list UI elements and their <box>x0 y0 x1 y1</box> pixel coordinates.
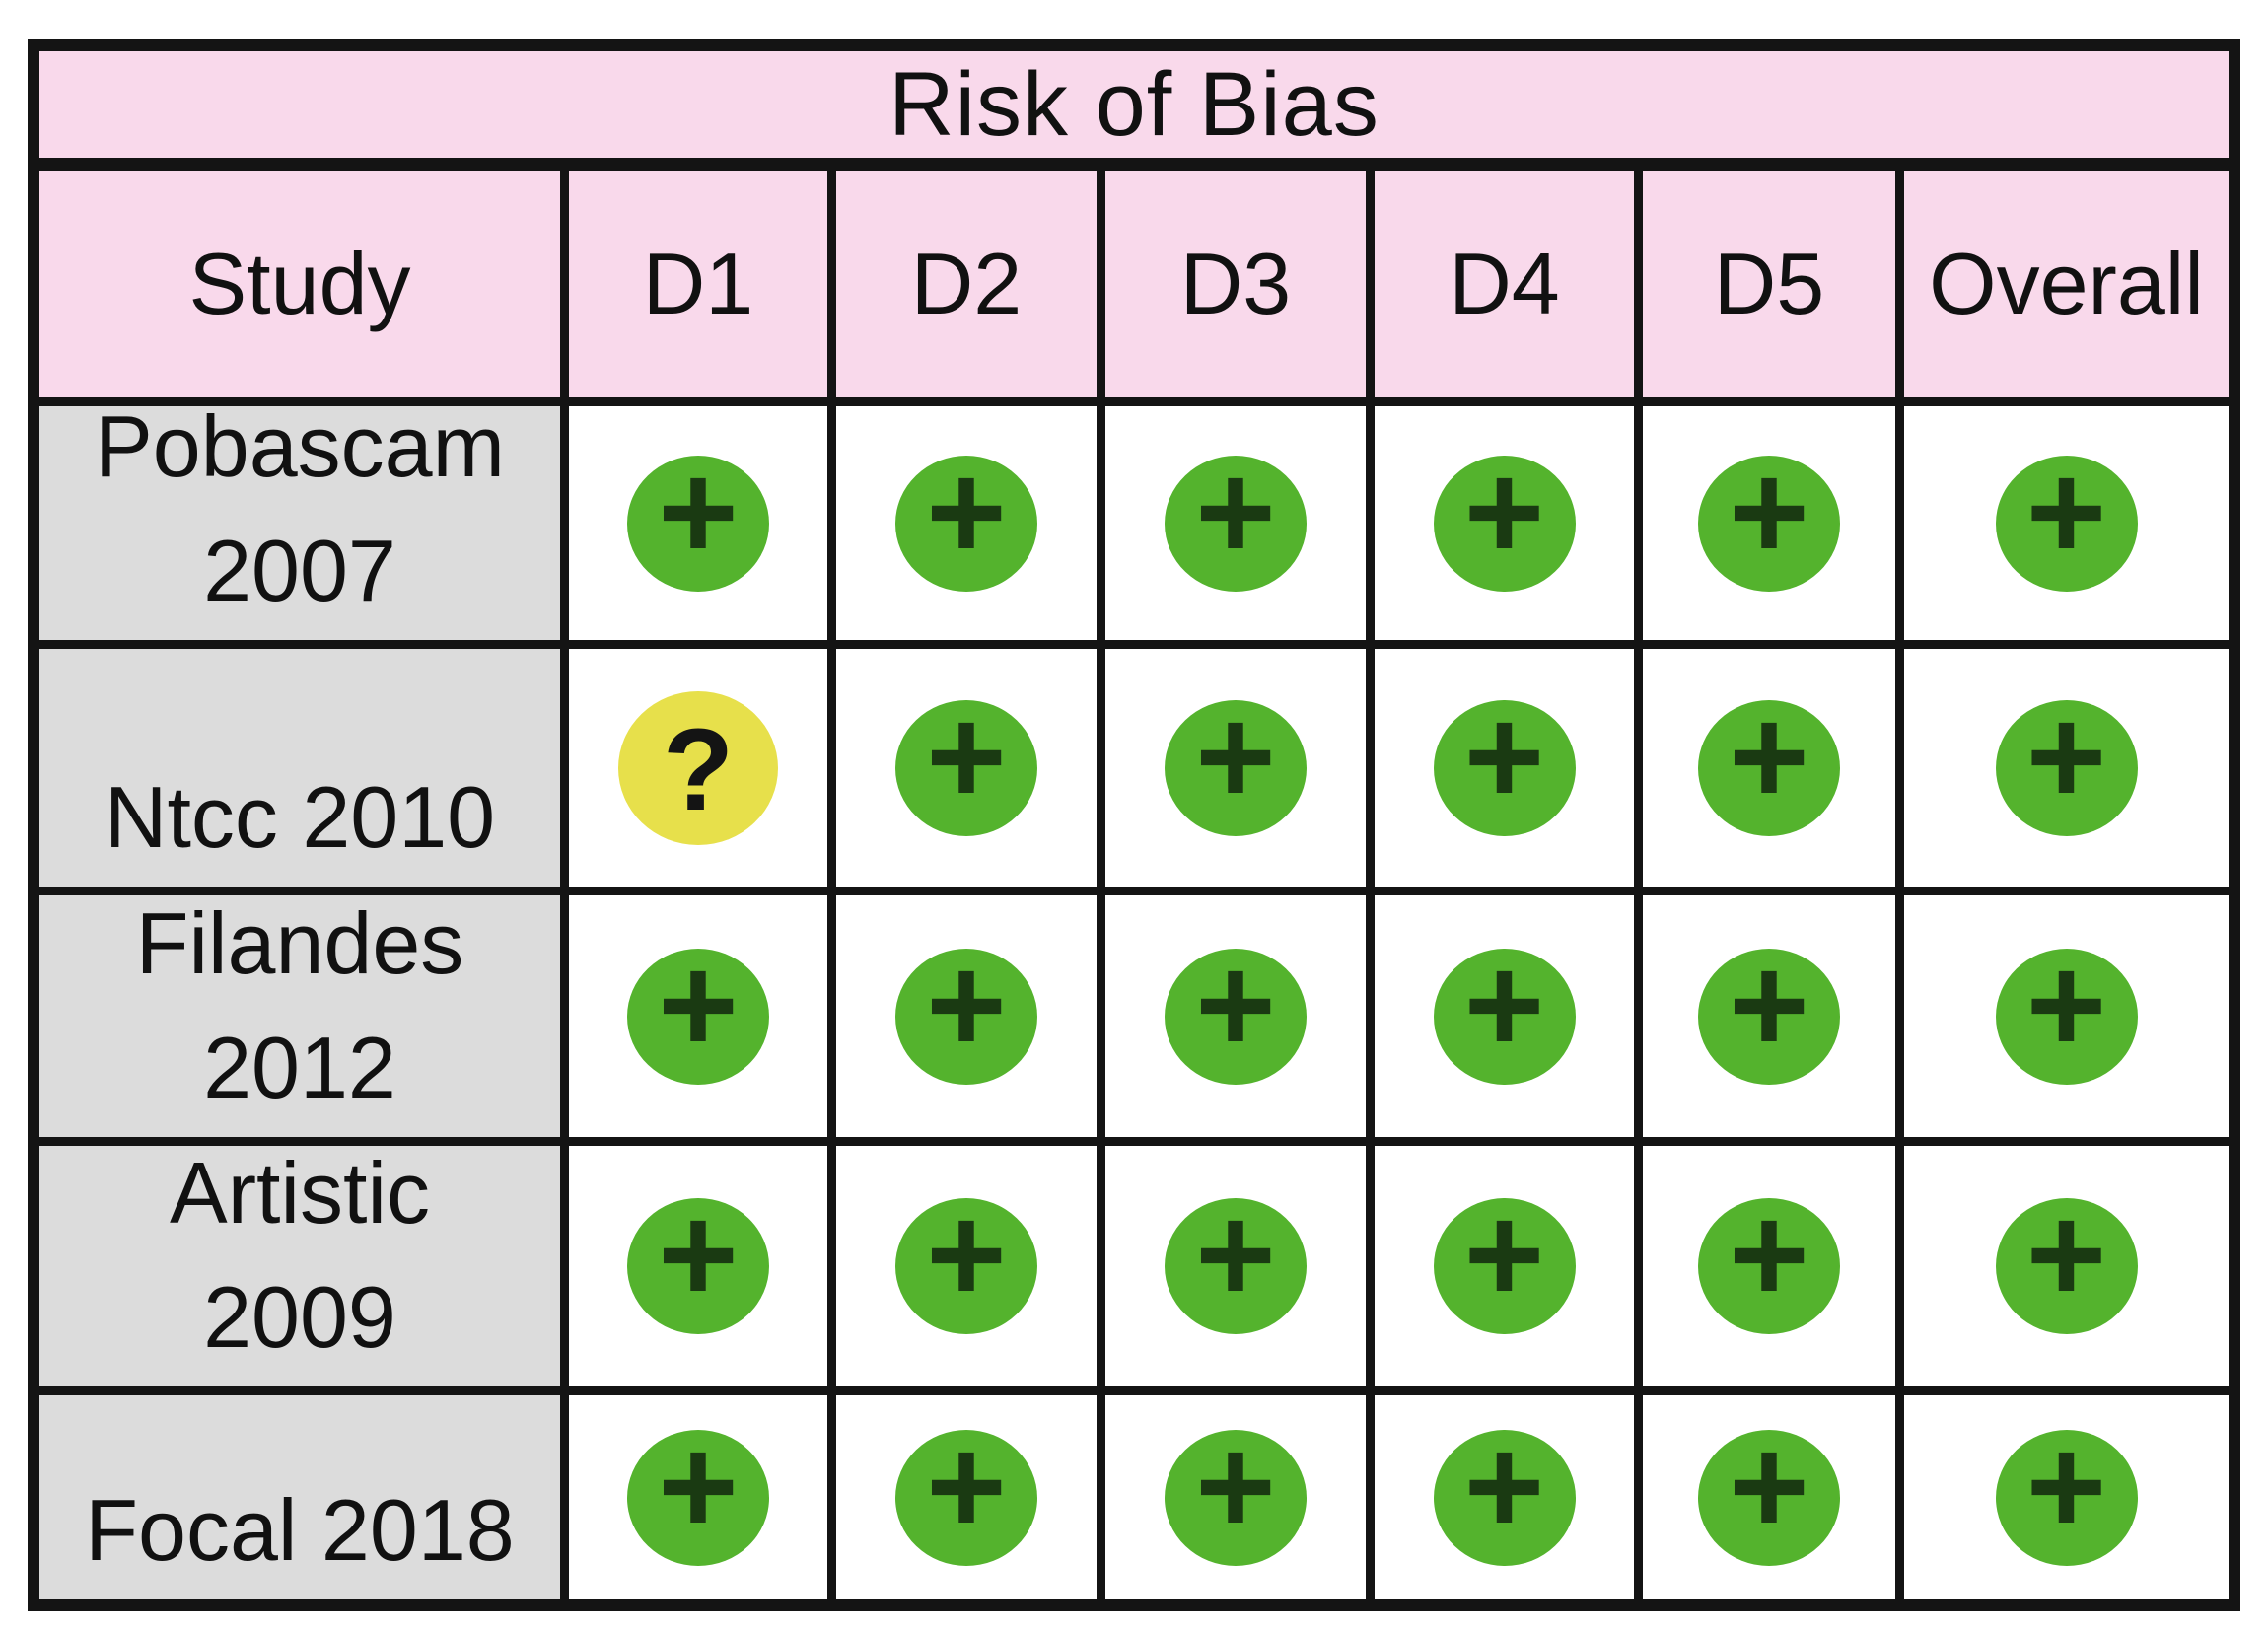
plus-icon: + <box>1995 442 2138 592</box>
judgment-cell: + <box>1904 895 2229 1137</box>
plus-icon: + <box>1165 1416 1307 1566</box>
study-name-cell: Artistic 2009 <box>39 1144 560 1386</box>
judgment-cell: + <box>1643 649 1895 887</box>
plus-icon: + <box>1433 1185 1576 1334</box>
judgment-cell: + <box>1375 1146 1634 1386</box>
judgment-cell: + <box>1375 1395 1634 1599</box>
question-mark-icon: ? <box>618 690 778 845</box>
judgment-cell: + <box>1375 406 1634 640</box>
study-name-line: Ntcc 2010 <box>104 768 496 867</box>
table-title: Risk of Bias <box>39 51 2229 162</box>
plus-icon: + <box>627 1185 769 1334</box>
judgment-cell: + <box>1643 1395 1895 1599</box>
study-name-line: Focal 2018 <box>85 1481 515 1580</box>
judgment-cell: + <box>569 895 827 1137</box>
plus-icon: + <box>1995 1185 2138 1334</box>
column-header-d1: D1 <box>569 171 827 397</box>
judgment-cell: + <box>836 649 1097 887</box>
judgment-cell: + <box>1904 649 2229 887</box>
judgment-cell: + <box>836 1395 1097 1599</box>
judgment-cell: + <box>1904 1146 2229 1386</box>
judgment-cell: + <box>1105 406 1366 640</box>
column-header-d2: D2 <box>836 171 1097 397</box>
judgment-cell: + <box>1643 895 1895 1137</box>
judgment-cell: + <box>1643 1146 1895 1386</box>
plus-icon: + <box>1698 686 1840 836</box>
judgment-cell: + <box>1105 649 1366 887</box>
column-header-overall: Overall <box>1904 171 2229 397</box>
plus-icon: + <box>627 935 769 1085</box>
study-name-line: Pobascam <box>95 396 505 495</box>
plus-icon: + <box>1698 1416 1840 1566</box>
study-name-line: Filandes <box>135 893 464 992</box>
plus-icon: + <box>895 442 1037 592</box>
judgment-cell: + <box>1643 406 1895 640</box>
judgment-cell: + <box>569 1146 827 1386</box>
judgment-cell: + <box>836 406 1097 640</box>
plus-icon: + <box>1165 686 1307 836</box>
judgment-cell: + <box>836 895 1097 1137</box>
plus-icon: + <box>1433 1416 1576 1566</box>
study-name-line: Artistic <box>170 1143 430 1242</box>
plus-icon: + <box>1995 1416 2138 1566</box>
plus-icon: + <box>1165 442 1307 592</box>
plus-icon: + <box>895 686 1037 836</box>
plus-icon: + <box>1698 935 1840 1085</box>
plus-icon: + <box>1165 1185 1307 1334</box>
study-name-cell: Focal 2018 <box>39 1395 560 1599</box>
plus-icon: + <box>1995 935 2138 1085</box>
column-header-d4: D4 <box>1375 171 1634 397</box>
study-name-line: 2009 <box>203 1268 396 1367</box>
plus-icon: + <box>895 935 1037 1085</box>
judgment-cell: + <box>1105 895 1366 1137</box>
risk-of-bias-table: Risk of Bias Study D1 D2 D3 D4 D5 Overal… <box>28 39 2240 1611</box>
column-header-d3: D3 <box>1105 171 1366 397</box>
plus-icon: + <box>1165 935 1307 1085</box>
study-name-line: 2007 <box>203 522 396 620</box>
plus-icon: + <box>1433 442 1576 592</box>
judgment-cell: + <box>1375 649 1634 887</box>
study-name-cell: Ntcc 2010 <box>39 649 560 887</box>
judgment-cell: ? <box>569 649 827 887</box>
judgment-cell: + <box>1904 406 2229 640</box>
study-name-line: 2012 <box>203 1019 396 1117</box>
judgment-cell: + <box>1105 1146 1366 1386</box>
plus-icon: + <box>1433 935 1576 1085</box>
plus-icon: + <box>1698 1185 1840 1334</box>
judgment-cell: + <box>569 406 827 640</box>
study-name-cell: Filandes 2012 <box>39 894 560 1137</box>
column-header-study: Study <box>39 171 560 397</box>
plus-icon: + <box>1698 442 1840 592</box>
plus-icon: + <box>895 1416 1037 1566</box>
study-name-cell: Pobascam 2007 <box>39 397 560 640</box>
judgment-cell: + <box>1105 1395 1366 1599</box>
judgment-cell: + <box>569 1395 827 1599</box>
plus-icon: + <box>1433 686 1576 836</box>
plus-icon: + <box>1995 686 2138 836</box>
column-header-d5: D5 <box>1643 171 1895 397</box>
judgment-cell: + <box>836 1146 1097 1386</box>
plus-icon: + <box>627 442 769 592</box>
judgment-cell: + <box>1904 1395 2229 1599</box>
plus-icon: + <box>895 1185 1037 1334</box>
judgment-cell: + <box>1375 895 1634 1137</box>
plus-icon: + <box>627 1416 769 1566</box>
